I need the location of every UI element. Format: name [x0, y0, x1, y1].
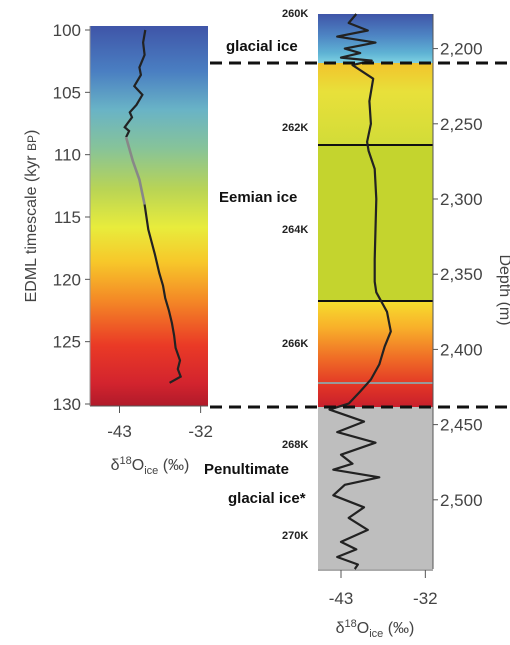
left-y-tick-label: 130	[53, 395, 81, 414]
right-trace	[328, 13, 392, 570]
sample-label-270k: 270K	[282, 530, 308, 542]
left-trace-grey	[124, 136, 146, 205]
left-y-axis-title: EDML timescale (kyr BP)	[23, 130, 40, 303]
right-y-tick-label: 2,350	[440, 265, 483, 284]
warm-band	[318, 301, 433, 407]
sample-label-262k: 262K	[282, 122, 308, 134]
right-y-axis: 2,200 2,250 2,300 2,350 2,400 2,450 2,500	[432, 14, 483, 569]
left-y-axis: 100 105 110 115 120 125 130	[53, 21, 91, 414]
right-x-axis-title: δ18Oice (‰)	[336, 618, 415, 640]
penultimate-glacial-band	[318, 407, 433, 569]
right-y-tick-label: 2,200	[440, 40, 483, 59]
sample-label-266k: 266K	[282, 338, 308, 350]
left-x-tick-label: -32	[188, 422, 213, 441]
left-x-tick-label: -43	[107, 422, 132, 441]
penultimate-label-line1: Penultimate	[204, 461, 289, 478]
right-y-tick-label: 2,400	[440, 340, 483, 359]
right-y-tick-label: 2,250	[440, 115, 483, 134]
eemian-ice-label: Eemian ice	[219, 189, 297, 206]
left-x-axis: -43 -32	[90, 405, 213, 441]
left-y-tick-label: 100	[53, 21, 81, 40]
left-x-axis-title: δ18Oice (‰)	[111, 455, 190, 477]
sample-labels: 260K 262K 264K 266K 268K 270K	[282, 8, 308, 542]
penultimate-label-line2: glacial ice*	[228, 490, 306, 507]
left-y-tick-label: 120	[53, 270, 81, 289]
glacial-ice-label: glacial ice	[226, 38, 298, 55]
left-panel: 100 105 110 115 120 125 130 -43 -32 EDML timesc…	[23, 21, 213, 477]
glacial-ice-band	[318, 14, 433, 63]
sample-label-260k: 260K	[282, 8, 308, 20]
right-y-tick-label: 2,300	[440, 190, 483, 209]
left-trace-upper	[123, 29, 147, 138]
left-y-tick-label: 105	[53, 83, 81, 102]
right-data-series	[328, 13, 392, 570]
right-y-tick-label: 2,500	[440, 491, 483, 510]
left-y-tick-label: 110	[54, 146, 81, 165]
left-panel-background	[90, 26, 208, 406]
left-trace-lower	[143, 204, 183, 384]
right-x-tick-label: -32	[413, 589, 438, 608]
right-x-axis: -43 -32	[318, 569, 438, 608]
transition-band	[318, 63, 433, 145]
left-y-tick-label: 115	[54, 208, 81, 227]
right-y-tick-label: 2,450	[440, 416, 483, 435]
right-y-axis-title: Depth (m)	[496, 254, 510, 325]
penultimate-label-backdrop	[203, 455, 315, 511]
sample-label-268k: 268K	[282, 439, 308, 451]
left-data-series	[123, 29, 183, 384]
right-x-tick-label: -43	[329, 589, 354, 608]
left-y-tick-label: 125	[53, 333, 81, 352]
sample-label-264k: 264K	[282, 224, 308, 236]
